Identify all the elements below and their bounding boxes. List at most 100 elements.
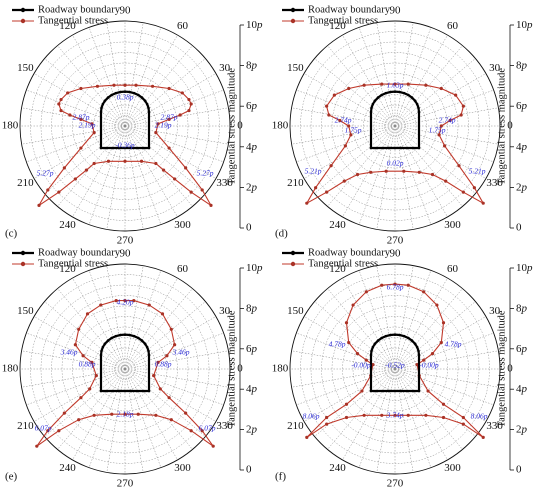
grid-ray (394, 125, 432, 225)
roadway-boundary-point (145, 345, 149, 349)
tangential-stress-point (139, 159, 144, 163)
tangential-stress-point (167, 86, 171, 91)
tangential-stress-point (430, 172, 435, 177)
polar-panel-3: 030609012015018021024027030033002p4p6p8p… (2, 247, 263, 487)
roadway-boundary-point (132, 334, 136, 338)
grid-ray (33, 73, 126, 127)
tangential-stress-point (393, 82, 397, 86)
angle-label: 330 (216, 177, 233, 189)
tangential-stress-point (114, 299, 118, 303)
tangential-stress-point (134, 83, 138, 87)
tangential-stress-point (448, 118, 452, 123)
tangential-stress-point (393, 282, 397, 286)
tangential-stress-point (156, 360, 160, 364)
roadway-boundary-point (415, 345, 419, 349)
roadway-boundary-point (380, 93, 383, 97)
roadway-boundary-point (371, 102, 375, 106)
roadway-boundary-point (398, 90, 401, 94)
magnitude-tick-label: 4p (516, 383, 528, 395)
magnitude-tick-label: 0 (516, 222, 522, 234)
roadway-boundary-point (128, 333, 131, 337)
grid-ray (124, 125, 162, 225)
grid-ray (57, 368, 126, 450)
tangential-stress-point (406, 283, 410, 287)
angle-label: 330 (486, 177, 503, 189)
grid-ray (124, 125, 178, 218)
legend-stress-marker (20, 18, 26, 24)
tangential-stress-point (343, 144, 347, 148)
grid-ray (124, 270, 162, 370)
roadway-boundary-point (119, 333, 122, 337)
tangential-stress-point (338, 118, 342, 123)
roadway-boundary-point (103, 99, 107, 102)
tangential-stress-point (88, 387, 92, 391)
magnitude-tick-label: 10p (246, 19, 263, 31)
tangential-stress-point (454, 93, 458, 97)
tangential-stress-point (184, 166, 188, 170)
tangential-stress-point (426, 389, 430, 393)
roadway-boundary-point (114, 334, 118, 338)
tangential-stress-point (189, 190, 193, 194)
angle-label: 30 (219, 305, 231, 317)
tangential-stress-point (435, 303, 439, 307)
value-annotation: 4.78p (329, 340, 346, 349)
tangential-stress-point (424, 413, 428, 417)
tangential-stress-point (57, 190, 61, 194)
tangential-stress-point (305, 435, 309, 439)
tangential-stress-point (344, 321, 349, 325)
roadway-boundary-point (387, 146, 391, 150)
roadway-boundary-point (410, 96, 414, 99)
grid-ray (394, 89, 494, 127)
tangential-stress-point (439, 340, 443, 345)
tangential-stress-point (57, 429, 61, 433)
tangential-stress-point (457, 164, 461, 168)
roadway-boundary-point (407, 336, 410, 340)
grid-ray (124, 125, 217, 179)
roadway-boundary-point (137, 336, 140, 340)
magnitude-tick-label: 0 (246, 222, 252, 234)
tangential-stress-point (393, 413, 397, 417)
tangential-stress-point (481, 201, 485, 205)
tangential-stress-point (351, 303, 355, 307)
angle-label: 60 (177, 263, 189, 275)
legend-stress-label: Tangential stress (308, 15, 378, 26)
outer-circle (19, 263, 231, 475)
grid-ray (33, 316, 126, 370)
tangential-stress-point (73, 343, 77, 347)
roadway-boundary-point (373, 99, 377, 102)
legend-roadway-label: Roadway boundary (308, 247, 391, 258)
value-annotation: 5.21p (469, 167, 486, 176)
tangential-stress-point (167, 117, 171, 121)
roadway-boundary-point (145, 102, 149, 106)
tangential-stress-point (325, 422, 329, 426)
legend-stress-marker (290, 261, 296, 267)
angle-label: 90 (390, 248, 402, 260)
roadway-boundary-point (129, 389, 133, 393)
grid-ray (124, 301, 206, 370)
tangential-stress-point (380, 283, 384, 287)
tangential-stress-point (437, 133, 441, 137)
grid-ray (314, 58, 396, 127)
roadway-boundary-point (110, 93, 113, 97)
magnitude-tick-label: 2p (246, 423, 258, 435)
value-annotation: 6.78p (387, 283, 404, 292)
tangential-stress-point (362, 83, 366, 87)
value-annotation: 1.75p (429, 126, 446, 135)
grid-ray (26, 332, 126, 370)
polar-panel-2: 030609012015018021024027030033002p4p6p8p… (272, 4, 533, 246)
roadway-boundary-point (407, 93, 410, 97)
magnitude-tick-label: 2p (516, 181, 528, 193)
roadway-boundary-point (417, 349, 420, 353)
roadway-boundary-point (123, 389, 127, 393)
roadway-boundary-point (373, 342, 377, 345)
roadway-boundary-point (141, 389, 145, 393)
grid-ray (33, 125, 126, 179)
tangential-stress-point (84, 168, 89, 172)
roadway-boundary-point (140, 96, 144, 99)
roadway-boundary-point (381, 146, 385, 150)
outer-circle (289, 20, 501, 232)
angle-label: 210 (17, 177, 34, 189)
roadway-boundary-point (101, 102, 105, 106)
